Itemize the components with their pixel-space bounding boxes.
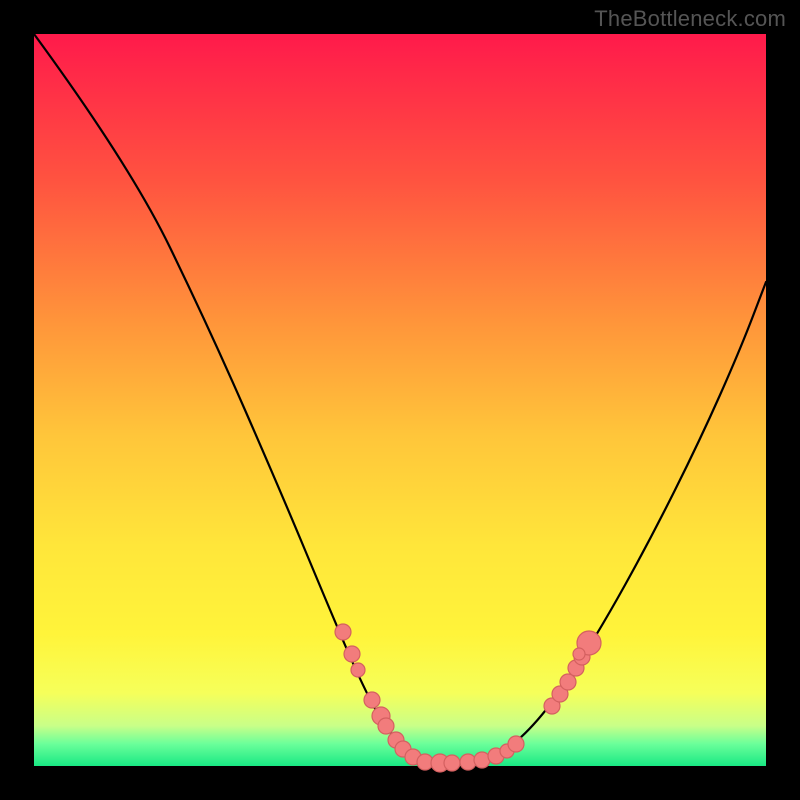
gradient-background: [34, 34, 766, 766]
data-marker: [344, 646, 360, 662]
chart-svg: [0, 0, 800, 800]
data-marker: [460, 754, 476, 770]
data-marker: [351, 663, 365, 677]
data-marker: [364, 692, 380, 708]
chart-container: TheBottleneck.com: [0, 0, 800, 800]
watermark-text: TheBottleneck.com: [594, 6, 786, 32]
data-marker: [560, 674, 576, 690]
data-marker: [508, 736, 524, 752]
data-marker: [444, 755, 460, 771]
data-marker: [378, 718, 394, 734]
data-marker: [573, 648, 585, 660]
data-marker: [335, 624, 351, 640]
